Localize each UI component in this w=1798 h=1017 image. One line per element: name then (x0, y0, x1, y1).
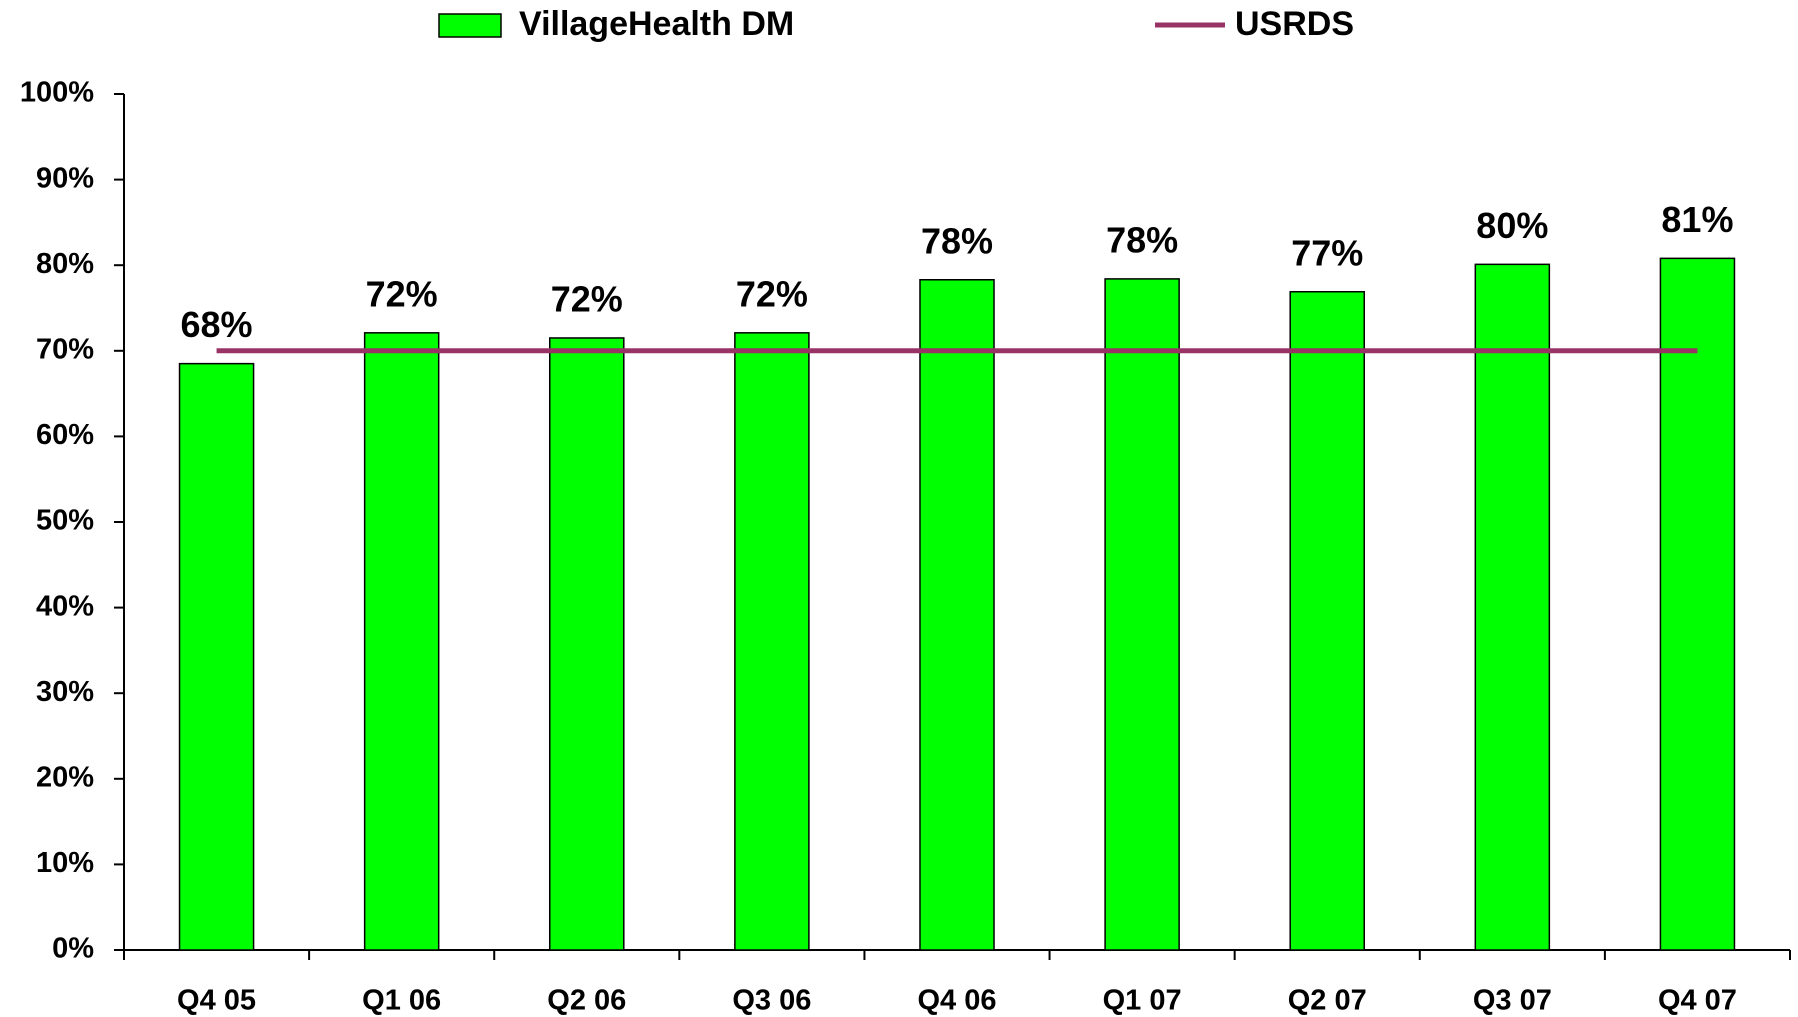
y-tick-label: 90% (36, 162, 94, 194)
data-label: 78% (1106, 219, 1178, 260)
data-label: 72% (736, 273, 808, 314)
bar (363, 332, 440, 951)
y-tick-label: 20% (36, 761, 94, 793)
data-label: 72% (551, 278, 623, 319)
y-tick-label: 100% (20, 77, 94, 109)
x-tick-label: Q3 07 (1473, 985, 1552, 1017)
x-tick-label: Q1 06 (362, 985, 441, 1017)
x-tick-label: Q2 06 (547, 985, 626, 1017)
y-tick-label: 30% (36, 676, 94, 708)
legend-label: VillageHealth DM (519, 5, 794, 43)
data-label: 80% (1476, 205, 1548, 246)
bar (1104, 278, 1180, 951)
y-tick-label: 80% (36, 248, 94, 280)
y-tick-label: 60% (36, 419, 94, 451)
bar (1289, 290, 1365, 951)
legend-swatch (438, 13, 502, 38)
data-label: 72% (366, 273, 438, 314)
x-tick-label: Q3 06 (732, 985, 811, 1017)
data-label: 81% (1661, 199, 1733, 240)
bar (1659, 257, 1736, 951)
x-tick-label: Q2 07 (1288, 985, 1367, 1017)
bar (178, 362, 255, 951)
data-label: 78% (921, 220, 993, 261)
x-tick-label: Q4 05 (177, 985, 256, 1017)
x-tick-label: Q1 07 (1103, 985, 1182, 1017)
bar (549, 337, 625, 951)
y-tick-label: 40% (36, 590, 94, 622)
bar (919, 279, 995, 951)
bar (1474, 263, 1551, 951)
y-tick-label: 70% (36, 333, 94, 365)
data-label: 77% (1291, 232, 1363, 273)
y-tick-label: 0% (52, 933, 94, 965)
data-label: 68% (181, 304, 253, 345)
x-tick-label: Q4 07 (1658, 985, 1737, 1017)
y-tick-label: 50% (36, 505, 94, 537)
legend-label: USRDS (1235, 5, 1354, 43)
x-tick-label: Q4 06 (918, 985, 997, 1017)
y-tick-label: 10% (36, 847, 94, 879)
bar (734, 332, 810, 951)
